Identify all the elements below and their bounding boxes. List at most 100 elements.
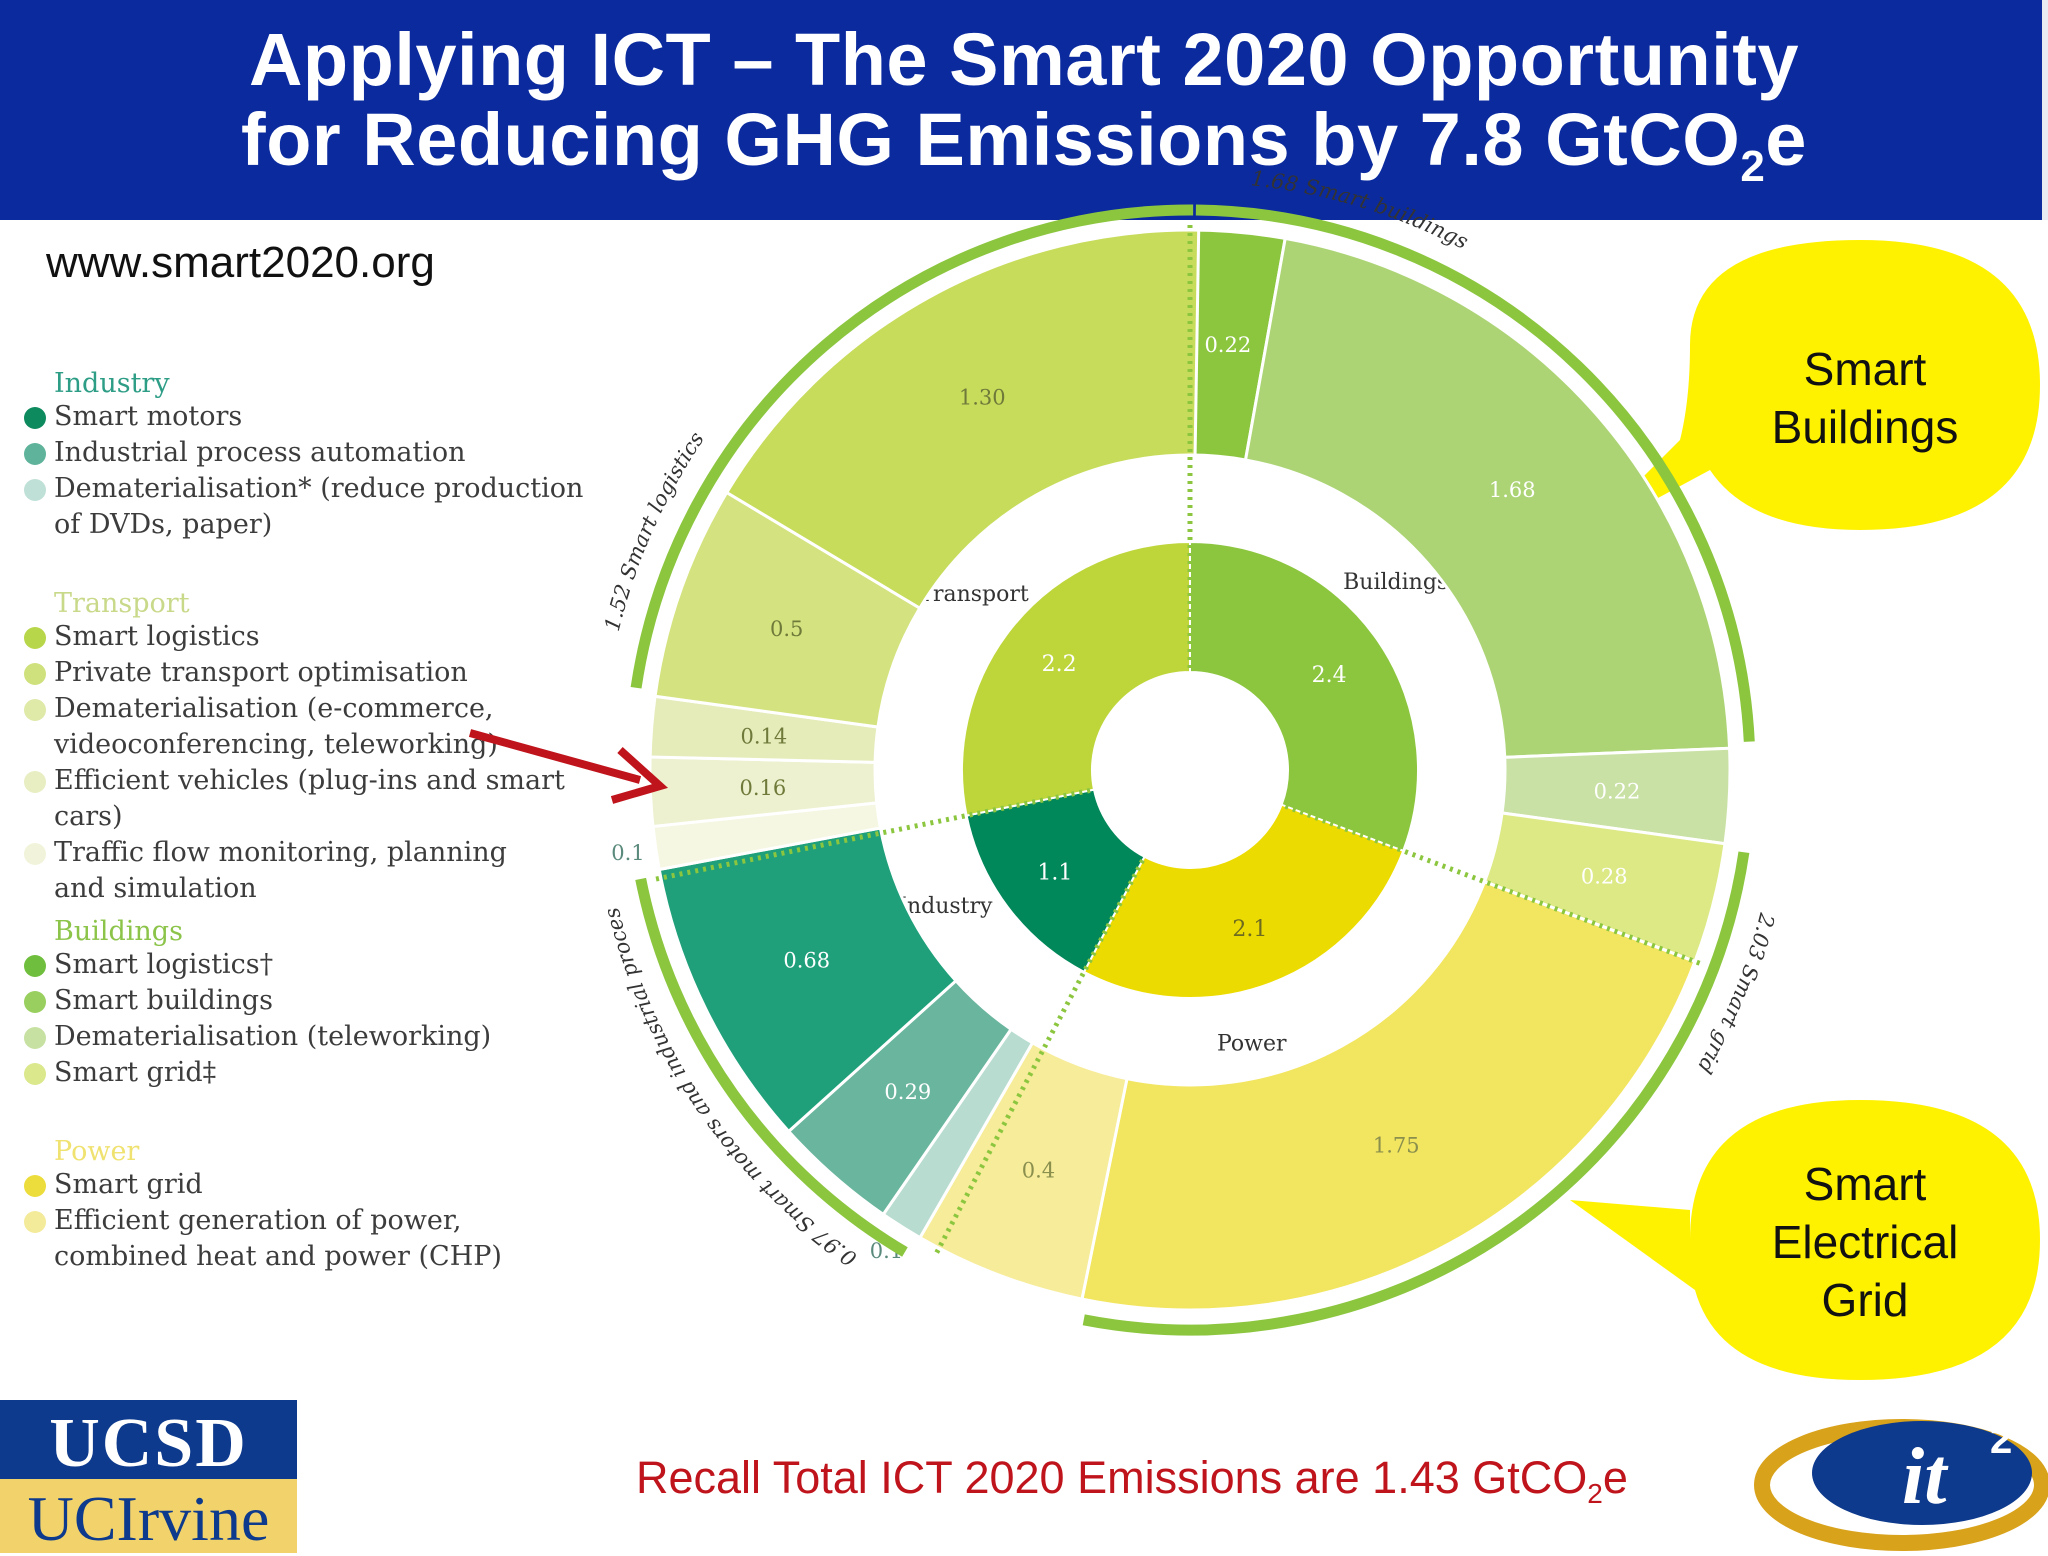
legend-item: Traffic flow monitoring, planning bbox=[22, 835, 622, 871]
aggregate-arc bbox=[1195, 204, 1755, 742]
legend-group-industry: Industry Smart motors Industrial process… bbox=[22, 368, 622, 543]
legend-label: Dematerialisation (e-commerce, bbox=[54, 693, 494, 724]
legend-swatch bbox=[24, 663, 46, 685]
ucsd-wordmark: UCSD bbox=[49, 1405, 248, 1482]
legend-heading: Transport bbox=[54, 588, 190, 619]
legend-item: Smart grid‡ bbox=[22, 1055, 622, 1091]
title-banner: Applying ICT – The Smart 2020 Opportunit… bbox=[0, 0, 2048, 220]
outer-value-label: 0.1 bbox=[611, 841, 644, 865]
legend-label: Private transport optimisation bbox=[54, 657, 468, 688]
callout-smart-buildings: Smart Buildings bbox=[1771, 343, 1959, 453]
outer-value-label: 0.22 bbox=[1594, 780, 1641, 804]
legend-label: Industrial process automation bbox=[54, 437, 466, 468]
uci-wordmark: UCIrvine bbox=[27, 1483, 270, 1554]
legend-swatch bbox=[24, 1063, 46, 1085]
legend-item: Smart logistics bbox=[22, 619, 622, 655]
legend-item: Dematerialisation (e-commerce, bbox=[22, 691, 622, 727]
inner-sector-name: Industry bbox=[898, 894, 993, 919]
legend-swatch bbox=[24, 955, 46, 977]
legend-item: Dematerialisation (teleworking) bbox=[22, 1019, 622, 1055]
callout-bubble-grid bbox=[1570, 1100, 2040, 1380]
outer-value-label: 0.16 bbox=[739, 776, 786, 800]
legend-label: Smart logistics bbox=[54, 621, 260, 652]
outer-value-label: 0.28 bbox=[1581, 865, 1628, 889]
inner-segment-buildings bbox=[1189, 540, 1419, 853]
inner-sector-name: Power bbox=[1217, 1032, 1287, 1057]
inner-sector-name: Transport bbox=[918, 582, 1029, 607]
outer-value-label: 1.68 bbox=[1489, 478, 1536, 502]
legend-group-power: Power Smart grid Efficient generation of… bbox=[22, 1136, 622, 1275]
title-line-2: for Reducing GHG Emissions by 7.8 GtCO2e bbox=[0, 100, 2048, 207]
legend-group-buildings: Buildings Smart logistics† Smart buildin… bbox=[22, 916, 622, 1091]
legend-label: Smart buildings bbox=[54, 985, 273, 1016]
logo-sup-text: 2 bbox=[1990, 1418, 2012, 1462]
legend-item: Smart motors bbox=[22, 399, 622, 435]
callout-bubble-buildings bbox=[1580, 240, 2040, 540]
legend-item: Smart buildings bbox=[22, 983, 622, 1019]
legend-swatch bbox=[24, 407, 46, 429]
inner-segment-industry bbox=[965, 788, 1146, 974]
sector-divider bbox=[652, 787, 1091, 883]
legend-swatch bbox=[24, 1211, 46, 1233]
legend-item: Dematerialisation* (reduce production bbox=[22, 471, 622, 507]
legend-swatch bbox=[24, 771, 46, 793]
inner-segment-power bbox=[1082, 803, 1405, 999]
inner-value-label: 1.1 bbox=[1037, 861, 1072, 886]
ucsd-band bbox=[0, 1400, 297, 1479]
legend-heading: Buildings bbox=[54, 916, 183, 947]
outer-value-label: 0.29 bbox=[884, 1080, 931, 1104]
logo-it-text: it bbox=[1902, 1433, 1949, 1521]
legend-item: and simulation bbox=[22, 871, 622, 907]
inner-sector-name: Buildings bbox=[1343, 570, 1448, 595]
outer-value-label: 0.68 bbox=[783, 948, 830, 972]
outer-value-label: 1.75 bbox=[1373, 1133, 1420, 1157]
uci-band bbox=[0, 1479, 297, 1553]
legend-label: videoconferencing, teleworking) bbox=[54, 729, 498, 760]
aggregate-arc bbox=[635, 877, 908, 1257]
outer-segment bbox=[724, 228, 1201, 611]
legend-item: combined heat and power (CHP) bbox=[22, 1239, 622, 1275]
legend-item: Efficient vehicles (plug-ins and smart c… bbox=[22, 763, 622, 835]
title-line-1: Applying ICT – The Smart 2020 Opportunit… bbox=[248, 18, 1800, 101]
footer-note: Recall Total ICT 2020 Emissions are 1.43… bbox=[636, 1452, 1628, 1510]
source-url[interactable]: www.smart2020.org bbox=[46, 238, 435, 287]
outer-value-label: 0.5 bbox=[770, 617, 803, 641]
footer-suffix: e bbox=[1602, 1452, 1628, 1503]
legend-item: Private transport optimisation bbox=[22, 655, 622, 691]
logo-oval bbox=[1812, 1421, 2032, 1525]
legend-group-transport: Transport Smart logistics Private transp… bbox=[22, 588, 622, 907]
callout-smart-grid: Smart Electrical Grid bbox=[1771, 1158, 1959, 1326]
legend-label: and simulation bbox=[54, 873, 257, 904]
legend-swatch bbox=[24, 627, 46, 649]
legend-label: Smart grid bbox=[54, 1169, 203, 1200]
legend-item: Smart grid bbox=[22, 1167, 622, 1203]
aggregate-arc bbox=[1082, 851, 1750, 1336]
legend-label: Dematerialisation (teleworking) bbox=[54, 1021, 492, 1052]
legend-swatch bbox=[24, 479, 46, 501]
legend-label: Efficient generation of power, bbox=[54, 1205, 462, 1236]
outer-value-label: 0.14 bbox=[741, 725, 788, 749]
legend-swatch bbox=[24, 843, 46, 865]
outer-segment bbox=[1243, 236, 1732, 759]
legend-swatch bbox=[24, 1175, 46, 1197]
sector-divider bbox=[1284, 803, 1704, 967]
legend-item: of DVDs, paper) bbox=[22, 507, 622, 543]
footer-text: Recall Total ICT 2020 Emissions are 1.43… bbox=[636, 1452, 1588, 1503]
legend-heading: Power bbox=[54, 1136, 140, 1167]
footer-subscript: 2 bbox=[1587, 1478, 1603, 1509]
legend-label: Smart grid‡ bbox=[54, 1057, 217, 1088]
ucsd-uci-logo: UCSD UCIrvine bbox=[0, 1400, 297, 1554]
inner-value-label: 2.1 bbox=[1232, 917, 1267, 942]
legend-label: Efficient vehicles (plug-ins and smart c… bbox=[54, 765, 565, 832]
annotation-arrow-shaft bbox=[468, 729, 642, 784]
legend-label: of DVDs, paper) bbox=[54, 509, 273, 540]
legend-swatch bbox=[24, 443, 46, 465]
legend-swatch bbox=[24, 699, 46, 721]
banner-edge bbox=[2042, 0, 2048, 220]
legend-label: Smart logistics† bbox=[54, 949, 274, 980]
outer-value-label: 1.30 bbox=[959, 385, 1006, 409]
inner-value-label: 2.2 bbox=[1042, 652, 1077, 677]
inner-segment-transport bbox=[961, 540, 1191, 817]
legend-label: Traffic flow monitoring, planning bbox=[54, 837, 507, 868]
